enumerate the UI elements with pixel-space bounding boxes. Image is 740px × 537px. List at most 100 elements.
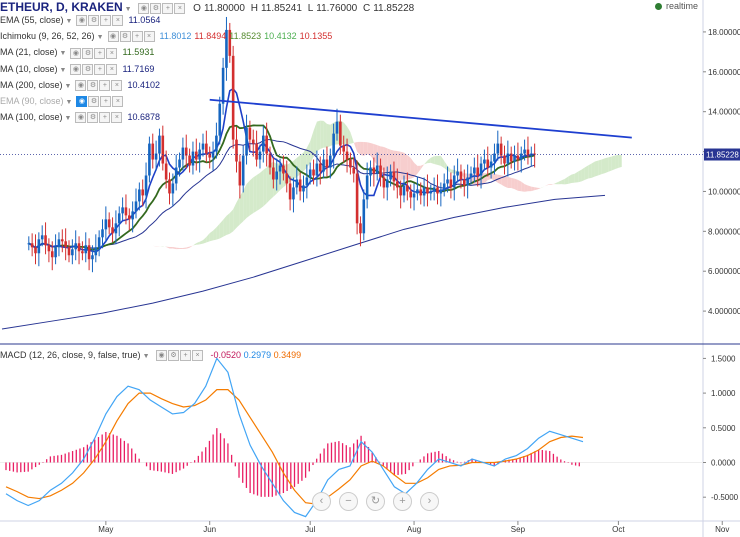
time-tick-label: Aug [407, 525, 421, 534]
candle-body [191, 151, 195, 166]
candle-body [101, 229, 104, 238]
candle-body [389, 171, 392, 180]
eye-icon[interactable]: ◉ [138, 2, 150, 14]
indicator-name[interactable]: Ichimoku (9, 26, 52, 26) [0, 31, 95, 42]
close-icon[interactable]: × [106, 63, 118, 75]
add-icon[interactable]: + [131, 31, 143, 43]
symbol-dropdown-icon[interactable]: ▼ [124, 6, 132, 13]
candle-body [47, 245, 51, 252]
zoom-out-icon[interactable]: − [339, 492, 358, 511]
candle-body [288, 183, 292, 200]
eye-icon[interactable]: ◉ [75, 79, 87, 91]
indicator-controls: ◉ ⚙ + × [107, 28, 156, 44]
candle-body [513, 155, 516, 162]
ichimoku-cloud-segment [387, 148, 391, 179]
eye-icon[interactable]: ◉ [70, 63, 82, 75]
settings-icon[interactable]: ⚙ [88, 15, 100, 27]
ichimoku-cloud-segment [303, 147, 307, 172]
indicator-dropdown-icon[interactable]: ▼ [65, 18, 73, 25]
settings-icon[interactable]: ⚙ [82, 47, 94, 59]
close-icon[interactable]: × [112, 15, 124, 27]
indicator-name[interactable]: MA (200, close) [0, 79, 63, 90]
candle-body [486, 159, 490, 168]
candle-body [268, 153, 272, 168]
zoom-in-icon[interactable]: + [393, 492, 412, 511]
settings-icon[interactable]: ⚙ [150, 2, 162, 14]
indicator-controls: ◉ ⚙ + × [76, 12, 124, 28]
indicator-name[interactable]: MA (21, close) [0, 47, 58, 58]
add-icon[interactable]: + [94, 63, 106, 75]
close-icon[interactable]: × [111, 112, 123, 124]
indicator-dropdown-icon[interactable]: ▼ [59, 50, 67, 58]
macd-tick-label: 1.5000 [711, 354, 736, 363]
candle-body [40, 235, 44, 240]
indicator-dropdown-icon[interactable]: ▼ [59, 66, 67, 74]
candle-body [308, 169, 312, 178]
add-icon[interactable]: + [100, 15, 112, 27]
candle-body [225, 29, 228, 68]
ichimoku-cloud-segment [507, 176, 512, 188]
settings-icon[interactable]: ⚙ [119, 31, 131, 43]
close-icon[interactable]: × [111, 79, 123, 91]
ichimoku-cloud-segment [323, 120, 327, 148]
candle-body [342, 145, 345, 152]
close-icon[interactable]: × [106, 47, 118, 59]
candle-body [305, 177, 309, 186]
eye-icon[interactable]: ◉ [76, 15, 88, 27]
ichimoku-cloud-segment [310, 130, 314, 163]
ichimoku-cloud-segment [558, 180, 562, 185]
add-icon[interactable]: + [99, 79, 111, 91]
ichimoku-cloud-segment [568, 174, 572, 184]
candle-body [188, 155, 191, 166]
ichimoku-cloud-segment [306, 141, 311, 168]
price-tick-label: 6.000000 [708, 267, 740, 276]
ichimoku-cloud-segment [290, 160, 294, 182]
eye-icon[interactable]: ◉ [75, 112, 87, 124]
indicator-name[interactable]: EMA (90, close) [0, 96, 64, 106]
add-icon[interactable]: + [100, 96, 112, 108]
indicator-name[interactable]: EMA (55, close) [0, 15, 64, 25]
chevron-left-icon[interactable]: ‹ [312, 492, 331, 511]
settings-icon[interactable]: ⚙ [82, 63, 94, 75]
settings-icon[interactable]: ⚙ [87, 112, 99, 124]
ichimoku-cloud-segment [591, 161, 595, 178]
close-icon[interactable]: × [174, 2, 186, 14]
reset-icon[interactable]: ↻ [366, 492, 385, 511]
close-icon[interactable]: × [143, 31, 155, 43]
add-icon[interactable]: + [94, 47, 106, 59]
add-icon[interactable]: + [180, 350, 192, 362]
macd-dropdown-icon[interactable]: ▼ [142, 353, 150, 360]
add-icon[interactable]: + [99, 112, 111, 124]
candle-body [144, 175, 148, 196]
close-icon[interactable]: × [112, 96, 124, 108]
chevron-right-icon[interactable]: › [420, 492, 439, 511]
candle-body [161, 135, 165, 164]
ichimoku-cloud-segment [216, 223, 220, 240]
eye-icon[interactable]: ◉ [107, 31, 119, 43]
macd-name[interactable]: MACD (12, 26, close, 9, false, true) [0, 350, 141, 360]
indicator-name[interactable]: MA (100, close) [0, 112, 63, 123]
indicator-name[interactable]: MA (10, close) [0, 63, 58, 74]
close-icon[interactable]: × [192, 350, 204, 362]
settings-icon[interactable]: ⚙ [88, 96, 100, 108]
eye-icon[interactable]: ◉ [70, 47, 82, 59]
eye-icon[interactable]: ◉ [76, 96, 88, 108]
indicator-dropdown-icon[interactable]: ▼ [96, 34, 104, 42]
indicator-value: 11.0564 [128, 15, 161, 25]
settings-icon[interactable]: ⚙ [168, 350, 180, 362]
indicator-dropdown-icon[interactable]: ▼ [64, 115, 72, 123]
add-icon[interactable]: + [162, 2, 174, 14]
settings-icon[interactable]: ⚙ [87, 79, 99, 91]
indicator-controls: ◉ ⚙ + × [75, 109, 123, 125]
ichimoku-cloud-segment [320, 120, 324, 149]
eye-icon[interactable]: ◉ [156, 350, 168, 362]
indicator-dropdown-icon[interactable]: ▼ [64, 82, 72, 90]
candle-body [205, 143, 208, 154]
candle-body [61, 239, 64, 242]
symbol-title[interactable]: ETHEUR, D, KRAKEN [0, 0, 123, 14]
ohlc-values: O 11.80000 H 11.85241 L 11.76000 C 11.85228 [193, 3, 417, 14]
indicator-dropdown-icon[interactable]: ▼ [65, 99, 73, 106]
realtime-dot-icon [654, 3, 662, 11]
candle-body [84, 245, 88, 254]
